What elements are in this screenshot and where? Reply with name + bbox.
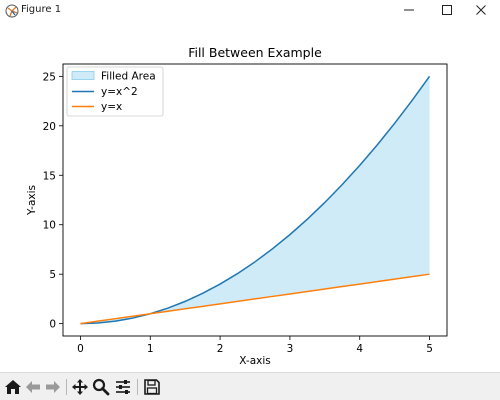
pan-button[interactable] xyxy=(71,378,89,396)
maximize-icon xyxy=(442,5,452,15)
configure-subplots-button[interactable] xyxy=(114,378,132,396)
y-tick-label: 10 xyxy=(43,220,56,232)
legend-label-y-x-squared: y=x^2 xyxy=(101,86,138,98)
toolbar-separator xyxy=(137,379,138,395)
legend-label-filled-area: Filled Area xyxy=(101,71,156,83)
x-tick-label: 1 xyxy=(147,343,154,355)
y-tick-label: 5 xyxy=(49,269,56,281)
y-tick-label: 15 xyxy=(43,170,56,182)
y-tick-label: 0 xyxy=(49,319,56,331)
matplotlib-figure-icon xyxy=(5,3,19,18)
maximize-button[interactable] xyxy=(428,0,466,20)
figure-canvas[interactable]: Fill Between Example 0 1 2 3 4 5 0 5 10 15 20 25 X-… xyxy=(0,20,500,372)
toolbar-separator xyxy=(66,379,67,395)
filled-area xyxy=(80,76,430,324)
legend-label-y-x: y=x xyxy=(101,101,122,113)
x-tick-label: 2 xyxy=(217,343,224,355)
move-icon xyxy=(72,379,88,395)
x-tick-label: 3 xyxy=(287,343,294,355)
arrow-right-icon xyxy=(46,381,60,393)
chart-title: Fill Between Example xyxy=(188,45,322,60)
y-axis-label: Y-axis xyxy=(26,185,38,216)
x-tick-label: 4 xyxy=(356,343,363,355)
close-icon xyxy=(476,5,486,15)
close-button[interactable] xyxy=(462,0,500,20)
forward-button[interactable] xyxy=(44,378,62,396)
series-line-y-x xyxy=(80,273,430,325)
sliders-icon xyxy=(116,380,130,394)
back-button[interactable] xyxy=(24,378,42,396)
x-axis-label: X-axis xyxy=(239,355,271,367)
minimize-button[interactable] xyxy=(390,0,428,20)
x-tick-label: 0 xyxy=(77,343,84,355)
arrow-left-icon xyxy=(26,381,40,393)
zoom-button[interactable] xyxy=(92,378,110,396)
series-line-y-x-squared xyxy=(80,75,431,325)
home-icon xyxy=(5,380,21,394)
y-tick-label: 25 xyxy=(43,71,56,83)
floppy-disk-icon xyxy=(144,379,160,395)
legend: Filled Area y=x^2 y=x xyxy=(66,66,164,117)
save-button[interactable] xyxy=(143,378,161,396)
chart: Fill Between Example 0 1 2 3 4 5 0 5 10 15 20 25 X-… xyxy=(26,45,448,367)
axes-frame xyxy=(62,63,448,337)
x-tick-label: 5 xyxy=(426,343,433,355)
window-title: Figure 1 xyxy=(21,4,62,15)
magnifier-icon xyxy=(92,378,110,396)
title-bar: Figure 1 xyxy=(0,0,500,20)
navigation-toolbar xyxy=(0,372,500,400)
minimize-icon xyxy=(404,9,414,11)
y-tick-label: 20 xyxy=(43,121,56,133)
legend-swatch-filled-area xyxy=(71,71,95,80)
home-button[interactable] xyxy=(4,378,22,396)
